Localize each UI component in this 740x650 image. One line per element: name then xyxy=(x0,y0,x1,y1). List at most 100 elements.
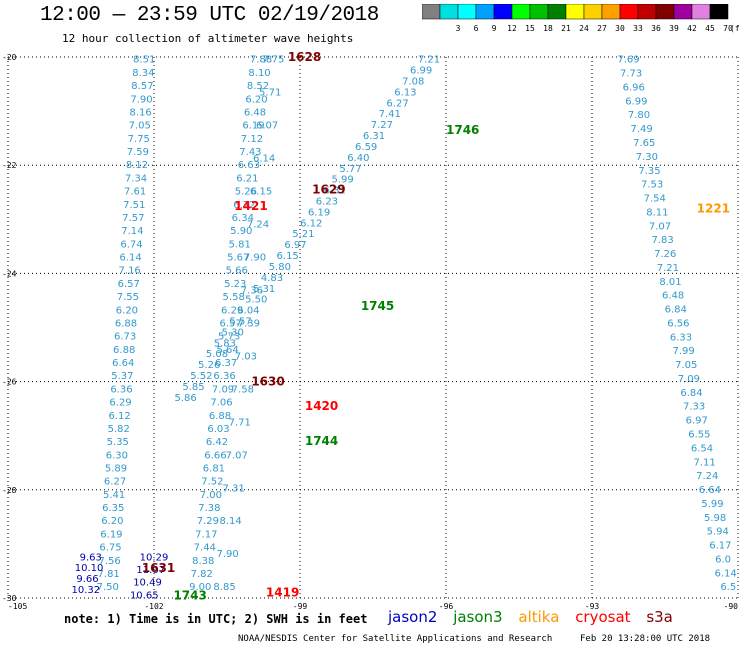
wave-height-value: 7.75 xyxy=(128,134,150,145)
wave-height-value: 8.16 xyxy=(129,107,151,118)
wave-height-value: 7.65 xyxy=(633,138,655,149)
page-subtitle: 12 hour collection of altimeter wave hei… xyxy=(62,32,354,45)
wave-height-value: 5.86 xyxy=(175,393,197,404)
wave-height-value: 7.08 xyxy=(402,77,424,88)
wave-height-value: 7.61 xyxy=(124,187,146,198)
colorbar-tick-label: 18 xyxy=(543,24,553,33)
wave-height-value: 6.72 xyxy=(233,200,255,211)
wave-height-value: 8.57 xyxy=(131,81,153,92)
wave-height-value: 6.20 xyxy=(245,94,267,105)
wave-height-value: 7.14 xyxy=(121,226,143,237)
wave-height-value: 7.54 xyxy=(644,194,666,205)
pass-time-label: 1631 xyxy=(142,561,175,575)
wave-height-map: -20 -22 -24 -26 -28 -30-105 -102 -99 -96 -93 -90 8.… xyxy=(2,50,740,611)
x-tick-label: -105 xyxy=(8,602,27,611)
x-tick-label: -96 xyxy=(439,602,454,611)
wave-height-value: 5.21 xyxy=(292,229,314,240)
wave-height-value: 6.88 xyxy=(209,411,231,422)
wave-height-value: 6.03 xyxy=(207,424,229,435)
y-tick-label: -28 xyxy=(2,486,17,495)
wave-height-value: 8.85 xyxy=(213,582,235,593)
wave-height-value: 6.35 xyxy=(102,503,124,514)
wave-height-value: 7.05 xyxy=(129,121,151,132)
wave-height-value: 7.75 xyxy=(262,55,284,66)
wave-height-value: 5.85 xyxy=(182,382,204,393)
colorbar-tick-label: 12 xyxy=(507,24,517,33)
colorbar-tick-label: 3 xyxy=(456,24,461,33)
wave-height-value: 8.10 xyxy=(248,68,270,79)
wave-height-value: 5.81 xyxy=(229,239,251,250)
wave-height-value: 7.09 xyxy=(678,374,700,385)
wave-height-value: 5.23 xyxy=(224,279,246,290)
wave-height-value: 8.38 xyxy=(192,556,214,567)
satellite-legend: jason2 jason3 altika cryosat s3a xyxy=(388,608,684,626)
wave-height-value: 6.04 xyxy=(237,306,259,317)
x-tick-label: -93 xyxy=(585,602,600,611)
wave-height-value: 5.67 xyxy=(227,253,249,264)
wave-height-value: 6.31 xyxy=(324,186,346,197)
wave-height-value: 6.12 xyxy=(300,218,322,229)
wave-height-value: 7.05 xyxy=(675,360,697,371)
wave-height-value: 6.73 xyxy=(114,332,136,343)
wave-height-value: 6.64 xyxy=(112,358,134,369)
wave-height-value: 9.63 xyxy=(80,552,102,563)
wave-height-value: 5.41 xyxy=(103,490,125,501)
wave-height-value: 6.27 xyxy=(104,477,126,488)
wave-height-value: 6.96 xyxy=(623,82,645,93)
wave-height-value: 6.13 xyxy=(394,87,416,98)
colorbar-tick-label: 15 xyxy=(525,24,535,33)
x-tick-label: -90 xyxy=(724,602,739,611)
wave-height-value: 7.99 xyxy=(673,346,695,357)
wave-height-value: 6.17 xyxy=(709,541,731,552)
wave-height-value: 7.56 xyxy=(98,556,120,567)
wave-height-value: 5.94 xyxy=(707,527,729,538)
wave-height-value: 7.36 xyxy=(241,285,263,296)
wave-height-value: 7.44 xyxy=(194,543,216,554)
wave-height-value: 5.73 xyxy=(218,332,240,343)
wave-height-value: 7.11 xyxy=(694,457,716,468)
wave-height-value: 6.19 xyxy=(308,207,330,218)
wave-height-value: 5.90 xyxy=(230,226,252,237)
wave-height-value: 7.90 xyxy=(216,549,238,560)
wave-height-value: 7.33 xyxy=(683,402,705,413)
wave-height-value: 4.83 xyxy=(261,273,283,284)
pass-time-label: 1746 xyxy=(446,123,479,137)
colorbar-tick-label: 9 xyxy=(492,24,497,33)
wave-height-value: 5.52 xyxy=(190,371,212,382)
wave-height-value: 7.82 xyxy=(191,569,213,580)
y-tick-label: -24 xyxy=(2,269,17,278)
colorbar-tick-label: 42 xyxy=(687,24,697,33)
wave-height-value: 6.27 xyxy=(386,98,408,109)
wave-height-value: 7.69 xyxy=(617,55,639,66)
wave-height-value: 6.29 xyxy=(221,305,243,316)
wave-height-value: 10.65 xyxy=(130,590,159,601)
wave-height-value: 5.35 xyxy=(107,437,129,448)
wave-height-value: 6.81 xyxy=(203,463,225,474)
colorbar-tick-label: 6 xyxy=(474,24,479,33)
wave-height-value: 7.55 xyxy=(117,292,139,303)
legend-cryosat: cryosat xyxy=(575,608,631,626)
wave-height-value: 6.12 xyxy=(108,411,130,422)
wave-height-value: 6.23 xyxy=(316,196,338,207)
pass-time-label: 1420 xyxy=(305,399,338,413)
wave-height-value: 8.01 xyxy=(659,277,681,288)
wave-height-value: 7.52 xyxy=(201,477,223,488)
wave-height-value: 6.30 xyxy=(106,450,128,461)
wave-height-value: 5.30 xyxy=(222,327,244,338)
wave-height-value: 5.80 xyxy=(269,262,291,273)
wave-height-value: 6.97 xyxy=(686,416,708,427)
y-tick-label: -20 xyxy=(2,53,17,62)
wave-height-value: 5.82 xyxy=(108,424,130,435)
x-tick-label: -102 xyxy=(144,602,163,611)
page-title: 12:00 — 23:59 UTC 02/19/2018 xyxy=(40,4,379,27)
wave-height-value: 7.21 xyxy=(418,55,440,66)
x-tick-label: -99 xyxy=(293,602,308,611)
wave-height-value: 6.54 xyxy=(691,443,713,454)
wave-height-value: 6.14 xyxy=(715,568,737,579)
wave-height-value: 6.07 xyxy=(256,121,278,132)
wave-height-value: 6.15 xyxy=(250,187,272,198)
wave-height-value: 8.52 xyxy=(247,81,269,92)
pass-time-label: 1744 xyxy=(305,434,338,448)
